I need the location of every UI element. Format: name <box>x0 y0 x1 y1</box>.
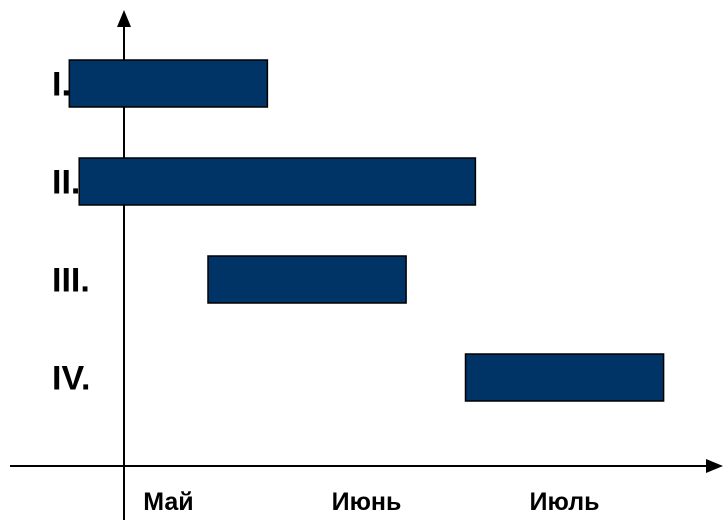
task-bar <box>78 157 477 206</box>
month-label: Июнь <box>332 488 402 516</box>
x-axis-arrowhead <box>706 459 723 473</box>
row-label: II. <box>52 164 80 202</box>
task-bar <box>68 59 269 108</box>
bar-group <box>68 59 665 402</box>
row-label: I. <box>52 66 71 104</box>
row-label: III. <box>52 262 90 300</box>
month-label: Май <box>143 488 193 516</box>
row-label: IV. <box>52 360 90 398</box>
month-label-group: Май Июнь Июль <box>143 488 599 516</box>
row-label-group: I. II. III. IV. <box>52 66 90 398</box>
task-bar <box>207 255 407 304</box>
task-bar <box>464 353 665 402</box>
y-axis-arrowhead <box>117 10 131 27</box>
month-label: Июль <box>530 488 600 516</box>
